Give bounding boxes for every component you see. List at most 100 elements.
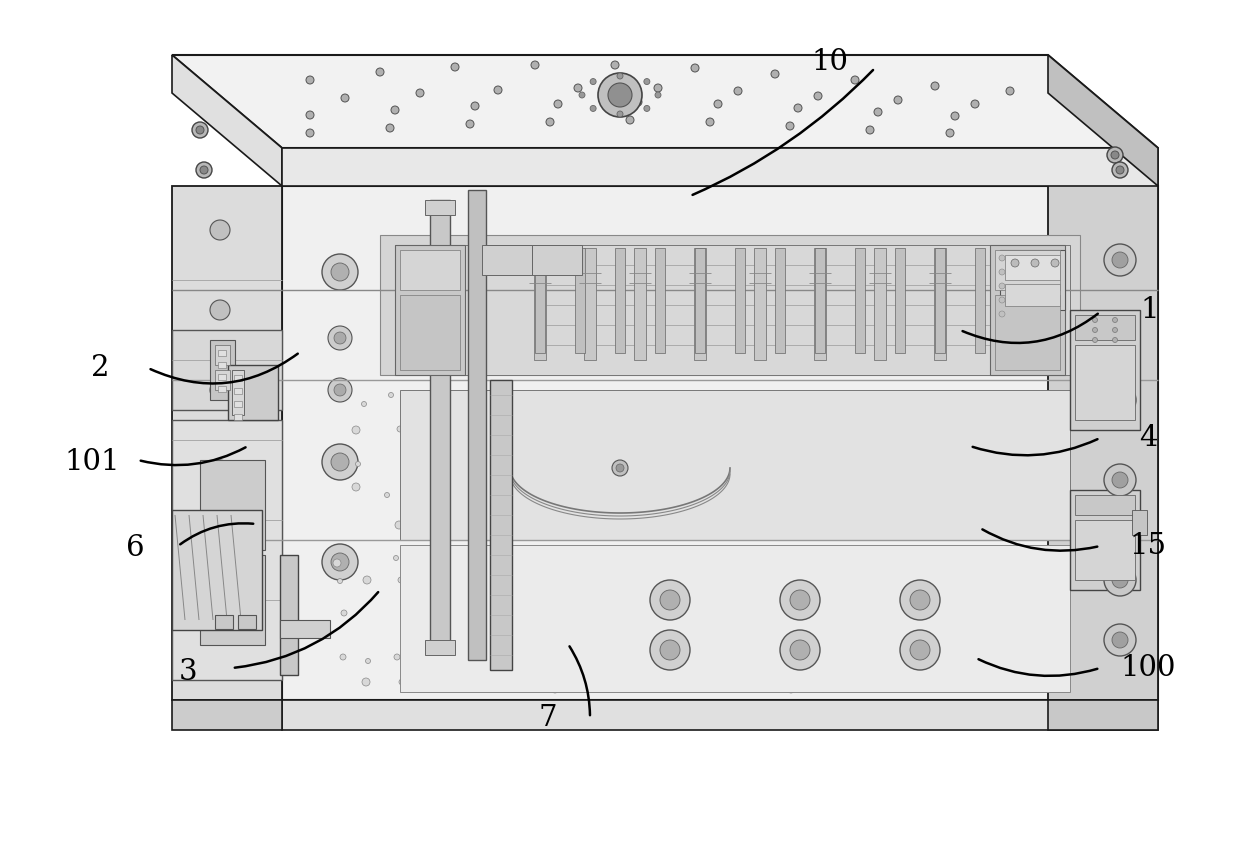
Circle shape <box>424 660 429 665</box>
Polygon shape <box>280 555 298 675</box>
Circle shape <box>606 586 613 592</box>
Polygon shape <box>218 362 226 368</box>
Circle shape <box>1107 147 1123 163</box>
Polygon shape <box>532 245 582 275</box>
Polygon shape <box>813 248 826 360</box>
Circle shape <box>758 562 763 567</box>
Circle shape <box>551 685 559 693</box>
Circle shape <box>970 611 975 617</box>
Circle shape <box>644 78 650 84</box>
Circle shape <box>794 104 802 112</box>
Circle shape <box>1104 244 1136 276</box>
Circle shape <box>866 126 874 134</box>
Polygon shape <box>934 248 946 360</box>
Circle shape <box>1112 337 1117 342</box>
Circle shape <box>605 553 613 561</box>
Circle shape <box>985 487 990 492</box>
Polygon shape <box>482 245 532 275</box>
Circle shape <box>909 589 931 611</box>
Circle shape <box>450 651 458 659</box>
Circle shape <box>844 684 852 692</box>
Circle shape <box>547 636 553 642</box>
Circle shape <box>590 106 596 112</box>
Circle shape <box>480 605 489 613</box>
Text: 10: 10 <box>811 48 848 76</box>
Circle shape <box>636 556 641 561</box>
Circle shape <box>322 444 358 480</box>
Polygon shape <box>1048 700 1158 730</box>
Polygon shape <box>534 248 546 360</box>
Circle shape <box>852 455 858 461</box>
Circle shape <box>755 580 761 586</box>
Circle shape <box>1104 564 1136 596</box>
Circle shape <box>570 493 575 497</box>
Circle shape <box>466 120 474 128</box>
Circle shape <box>878 631 883 636</box>
Circle shape <box>661 636 667 642</box>
Circle shape <box>632 583 639 589</box>
Polygon shape <box>1048 93 1158 700</box>
Circle shape <box>898 578 942 622</box>
Circle shape <box>613 460 627 476</box>
Circle shape <box>677 458 682 464</box>
Circle shape <box>434 431 439 435</box>
Circle shape <box>554 100 562 108</box>
Circle shape <box>422 552 429 560</box>
Circle shape <box>792 654 799 660</box>
Circle shape <box>494 86 502 94</box>
Circle shape <box>782 605 787 610</box>
Circle shape <box>583 654 588 659</box>
Circle shape <box>894 96 901 104</box>
Polygon shape <box>754 248 766 360</box>
Circle shape <box>996 659 1004 667</box>
Circle shape <box>663 594 676 606</box>
Circle shape <box>994 512 999 517</box>
Circle shape <box>525 489 532 497</box>
Circle shape <box>841 397 847 403</box>
Circle shape <box>644 106 650 112</box>
Polygon shape <box>935 248 945 353</box>
Circle shape <box>780 580 820 620</box>
Circle shape <box>386 124 394 132</box>
Polygon shape <box>172 700 281 730</box>
Text: 3: 3 <box>179 658 197 686</box>
Circle shape <box>484 556 489 561</box>
Circle shape <box>481 656 487 662</box>
Circle shape <box>563 422 568 427</box>
Circle shape <box>1104 464 1136 496</box>
Circle shape <box>918 480 926 488</box>
Circle shape <box>1030 586 1035 592</box>
Circle shape <box>701 395 707 401</box>
Circle shape <box>694 631 702 639</box>
Polygon shape <box>634 248 646 360</box>
Circle shape <box>1002 462 1038 498</box>
Polygon shape <box>401 295 460 370</box>
Circle shape <box>750 658 758 666</box>
Circle shape <box>663 474 676 486</box>
Circle shape <box>573 576 582 584</box>
Circle shape <box>954 487 959 492</box>
Polygon shape <box>281 148 1158 186</box>
Circle shape <box>951 112 959 120</box>
Circle shape <box>791 589 808 607</box>
Circle shape <box>1030 630 1035 636</box>
Circle shape <box>630 450 639 458</box>
Polygon shape <box>775 248 785 353</box>
Polygon shape <box>172 510 262 630</box>
Circle shape <box>512 610 518 616</box>
Polygon shape <box>401 390 1070 540</box>
Circle shape <box>306 111 314 119</box>
Polygon shape <box>1075 315 1135 340</box>
Circle shape <box>397 426 403 432</box>
Polygon shape <box>396 245 465 375</box>
Circle shape <box>666 609 675 617</box>
Polygon shape <box>655 248 665 353</box>
Circle shape <box>565 459 573 467</box>
Polygon shape <box>999 250 1065 310</box>
Circle shape <box>790 640 810 660</box>
Circle shape <box>910 640 930 660</box>
Circle shape <box>461 628 467 634</box>
Circle shape <box>640 517 646 523</box>
Circle shape <box>849 583 856 589</box>
Circle shape <box>844 660 851 666</box>
